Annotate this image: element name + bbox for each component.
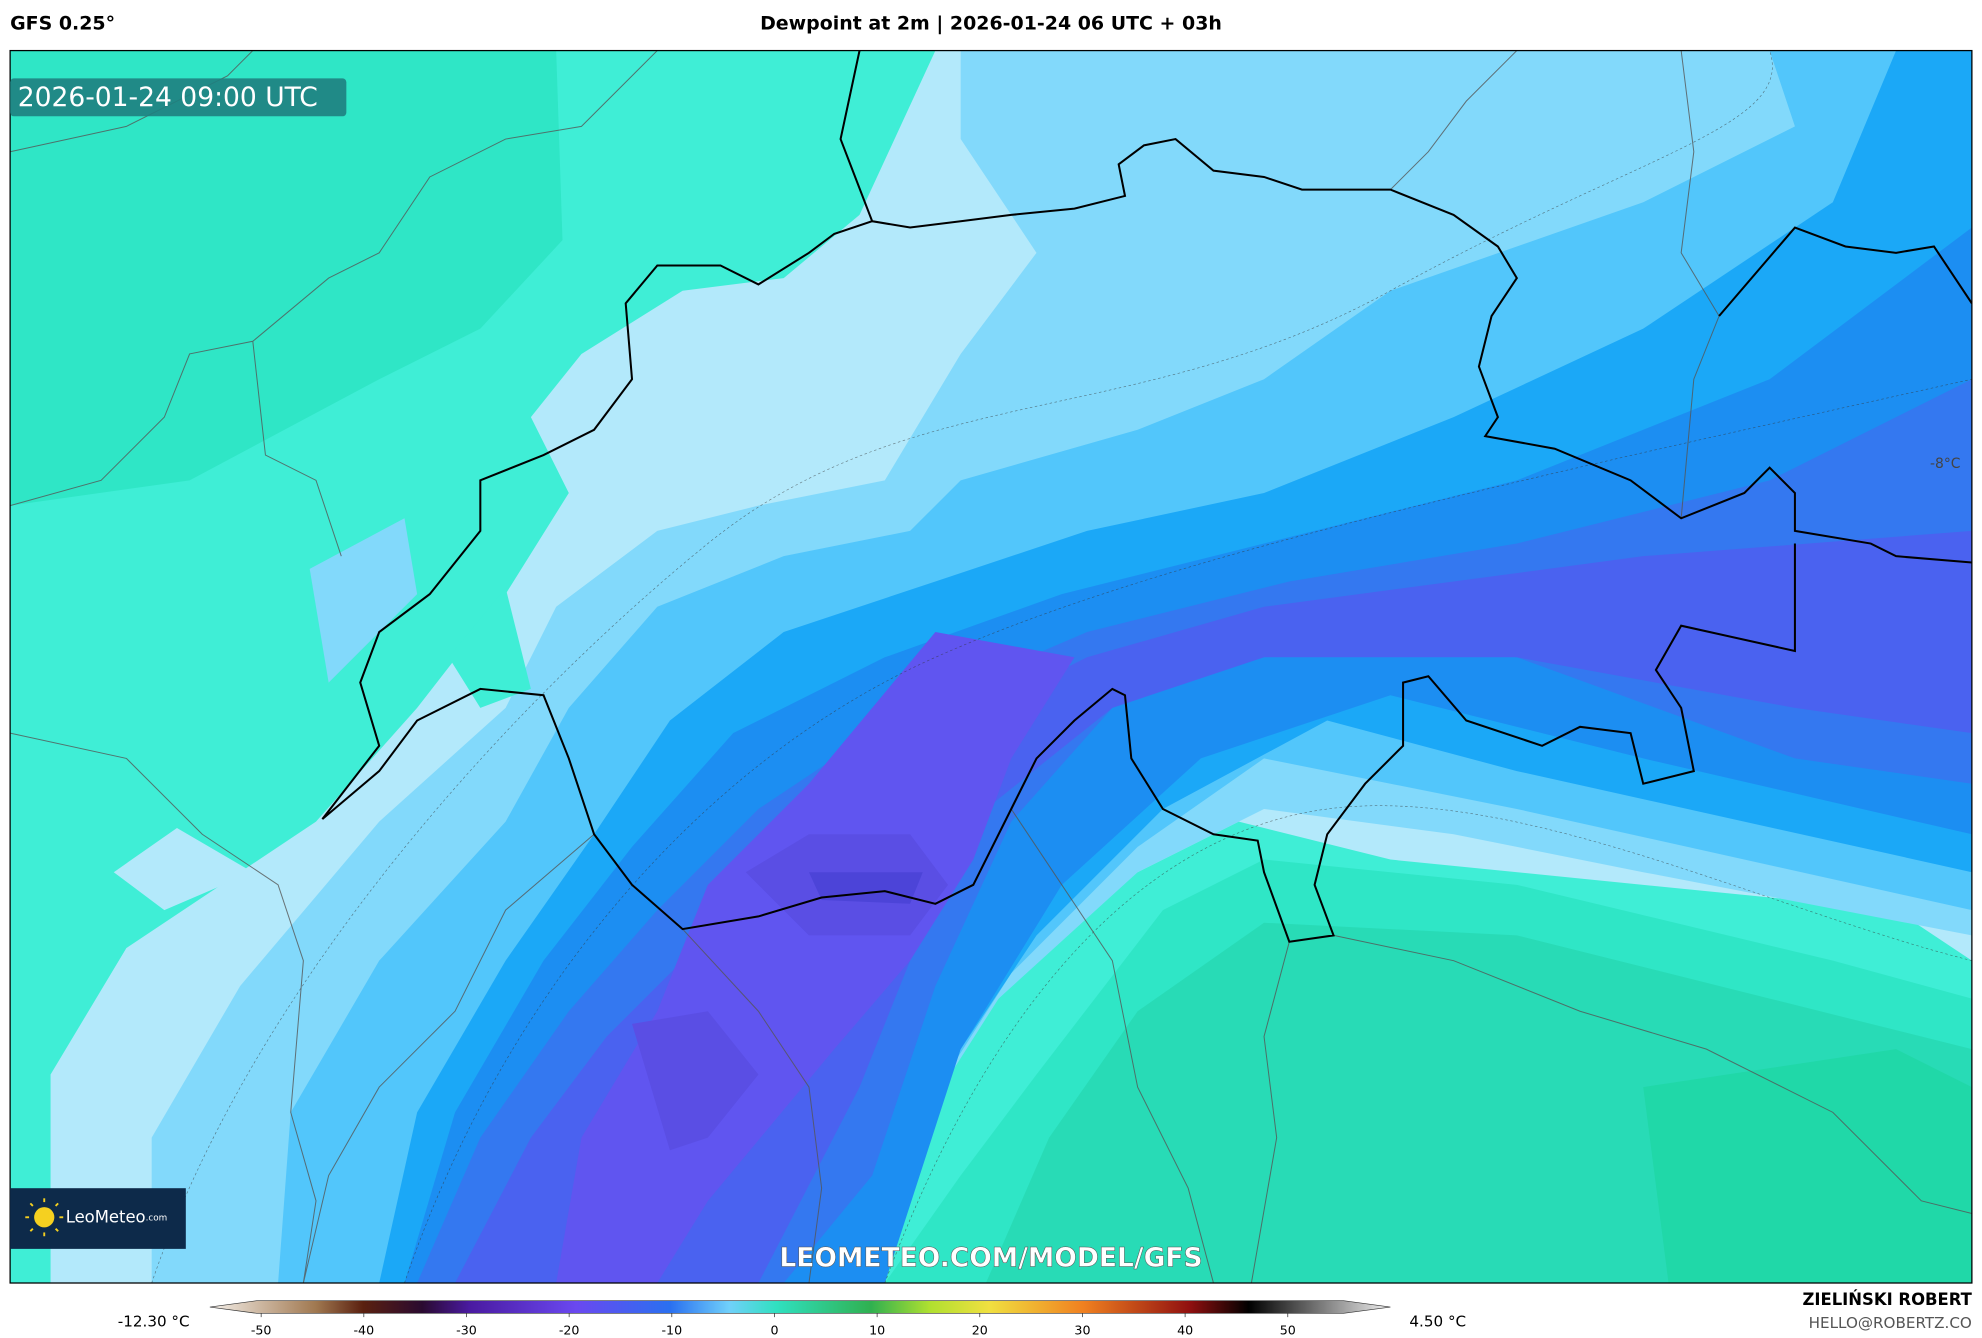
colorbar-max: 4.50 °C xyxy=(1409,1313,1466,1331)
logo-name: LeoMeteo xyxy=(66,1207,146,1226)
map-frame xyxy=(9,49,1973,1284)
credit-email: HELLO@ROBERTZ.CO xyxy=(1809,1314,1972,1332)
model-name: GFS 0.25° xyxy=(10,13,115,35)
colorbar-tick-label: 30 xyxy=(1074,1323,1090,1338)
colorbar-scale xyxy=(209,1300,1391,1314)
field-band xyxy=(808,872,923,904)
map xyxy=(10,50,1972,1284)
logo-suffix: .com xyxy=(146,1213,168,1223)
valid-time-box xyxy=(10,78,347,117)
colorbar: -50 -40 -30 -20 -10 0 10 20 30 40 50 xyxy=(209,1300,1391,1338)
contour xyxy=(404,378,1972,1284)
colorbar-tick-label: -10 xyxy=(661,1323,682,1338)
colorbar-tick-label: 50 xyxy=(1280,1323,1296,1338)
valid-time: 2026-01-24 09:00 UTC xyxy=(18,82,318,113)
colorbar-tick-label: 20 xyxy=(972,1323,988,1338)
field-band xyxy=(1643,1049,1972,1284)
field-band xyxy=(632,1011,759,1151)
colorbar-tick-label: 10 xyxy=(869,1323,885,1338)
colorbar-tick-label: 40 xyxy=(1177,1323,1193,1338)
colorbar-tick-label: -40 xyxy=(354,1323,375,1338)
country-border xyxy=(321,50,1972,943)
field-band xyxy=(448,587,531,708)
logo-text: LeoMeteo.com xyxy=(66,1207,168,1226)
field-band xyxy=(10,50,563,506)
logo-rays xyxy=(25,1198,64,1237)
colorbar-tick-label: -50 xyxy=(251,1323,272,1338)
map-title: Dewpoint at 2m | 2026-01-24 06 UTC + 03h xyxy=(760,13,1222,35)
credit-name: ZIELIŃSKI ROBERT xyxy=(1802,1290,1972,1309)
field-band xyxy=(309,518,418,683)
field-band xyxy=(113,827,253,911)
logo-sun xyxy=(34,1207,55,1228)
contour-label: -8°C xyxy=(1930,456,1961,472)
watermark: LEOMETEO.COM/MODEL/GFS xyxy=(779,1242,1202,1273)
colorbar-tick-label: 0 xyxy=(770,1323,778,1338)
field-band xyxy=(455,530,1972,1284)
colorbar-min: -12.30 °C xyxy=(118,1313,190,1331)
colorbar-tick-label: -30 xyxy=(456,1323,477,1338)
colorbar-tick-label: -20 xyxy=(559,1323,580,1338)
